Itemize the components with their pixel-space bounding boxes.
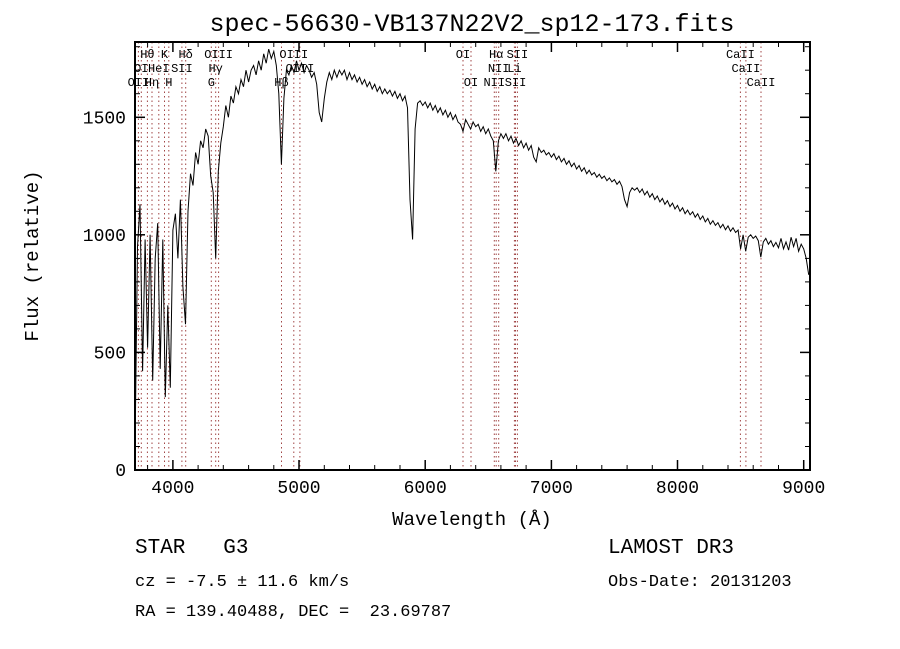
spectral-line-label: SII xyxy=(507,48,529,62)
plot-title: spec-56630-VB137N22V2_sp12-173.fits xyxy=(209,10,734,39)
spectrum-trace xyxy=(135,48,810,452)
plot-frame xyxy=(134,41,811,471)
x-tick-label: 8000 xyxy=(656,479,699,499)
spectral-line-label: OII xyxy=(128,76,150,90)
spectral-line-label: K xyxy=(161,48,169,62)
spectral-line-label: Hθ xyxy=(140,48,154,62)
x-tick-label: 4000 xyxy=(151,479,194,499)
spectral-line-label: Hη xyxy=(145,76,159,90)
spectral-line-label: OI xyxy=(134,62,148,76)
plot-area: HθOIOIIHηHeIKHSIIHδGHγOIIIHβOIIIOIIIOIOI… xyxy=(83,41,825,499)
y-tick-label: 1000 xyxy=(83,227,126,247)
spectral-line-label: HeI xyxy=(148,62,170,76)
spectral-line-label: NII xyxy=(488,62,510,76)
spectral-line-label: Hγ xyxy=(208,62,222,76)
object-class-label: STAR G3 xyxy=(135,537,249,560)
spectral-line-label: SII xyxy=(505,76,527,90)
x-tick-label: 9000 xyxy=(782,479,825,499)
spectral-line-label: H xyxy=(165,76,172,90)
y-axis-label: Flux (relative) xyxy=(22,170,44,341)
spectral-line-label: Hα xyxy=(489,48,503,62)
spectral-line-label: Hβ xyxy=(274,76,288,90)
ra-dec: RA = 139.40488, DEC = 23.69787 xyxy=(135,603,452,622)
spectral-line-label: G xyxy=(208,76,215,90)
x-tick-label: 7000 xyxy=(530,479,573,499)
spectral-line-label: OI xyxy=(456,48,470,62)
spectral-line-label: SII xyxy=(171,62,193,76)
spectral-line-label: Hδ xyxy=(178,48,192,62)
spectral-line-label: OIII xyxy=(285,62,314,76)
x-axis-label: Wavelength (Å) xyxy=(392,509,552,531)
y-tick-label: 1500 xyxy=(83,109,126,129)
survey-release-label: LAMOST DR3 xyxy=(608,537,735,560)
spectral-line-label: CaII xyxy=(726,48,755,62)
spectral-line-label: CaII xyxy=(731,62,760,76)
cz-value: cz = -7.5 ± 11.6 km/s xyxy=(135,573,350,592)
spectral-line-label: OIII xyxy=(279,48,308,62)
x-tick-label: 5000 xyxy=(277,479,320,499)
spectral-line-label: NII xyxy=(483,76,505,90)
spectral-line-label: Li xyxy=(507,62,521,76)
x-tick-label: 6000 xyxy=(404,479,447,499)
obs-date: Obs-Date: 20131203 xyxy=(608,573,792,592)
spectral-line-label: CaII xyxy=(747,76,776,90)
y-tick-label: 0 xyxy=(115,462,126,482)
spectral-line-label: OI xyxy=(464,76,478,90)
y-tick-label: 500 xyxy=(94,344,126,364)
spectral-line-label: OIII xyxy=(204,48,233,62)
